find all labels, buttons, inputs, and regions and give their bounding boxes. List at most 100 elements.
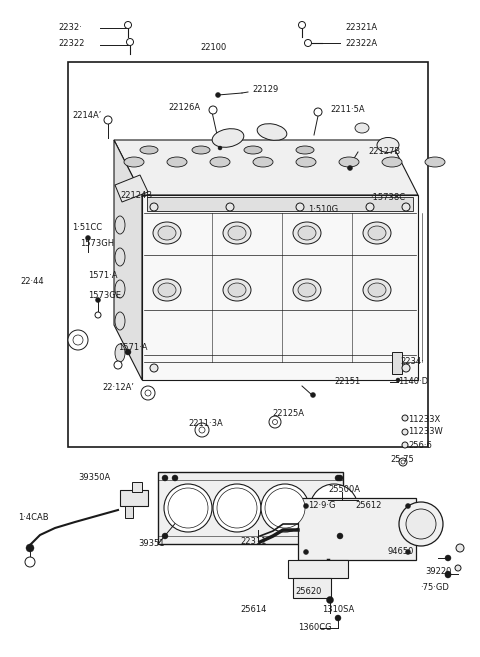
Circle shape — [402, 429, 408, 435]
Circle shape — [162, 475, 168, 481]
Text: 1360CG: 1360CG — [298, 623, 332, 633]
Circle shape — [168, 488, 208, 528]
Text: ·75·GD: ·75·GD — [420, 583, 449, 591]
Ellipse shape — [115, 344, 125, 362]
Ellipse shape — [382, 157, 402, 167]
Bar — [392, 352, 402, 374]
Ellipse shape — [212, 129, 244, 147]
Circle shape — [217, 488, 257, 528]
Circle shape — [85, 235, 91, 240]
Circle shape — [445, 555, 451, 561]
Circle shape — [402, 442, 408, 448]
Text: 22321A: 22321A — [345, 24, 377, 32]
Circle shape — [209, 106, 217, 114]
Bar — [68, 62, 428, 447]
Ellipse shape — [363, 222, 391, 244]
Text: 22127B: 22127B — [368, 148, 400, 156]
Ellipse shape — [153, 222, 181, 244]
Circle shape — [213, 484, 261, 532]
Text: 256·6: 256·6 — [408, 440, 432, 449]
Text: 12·9·G: 12·9·G — [308, 501, 336, 509]
Ellipse shape — [140, 146, 158, 154]
Bar — [158, 472, 343, 544]
Polygon shape — [115, 175, 148, 202]
Circle shape — [337, 533, 343, 539]
Ellipse shape — [293, 279, 321, 301]
Circle shape — [150, 364, 158, 372]
Text: 22100: 22100 — [200, 43, 226, 53]
Circle shape — [406, 503, 410, 509]
Ellipse shape — [223, 222, 251, 244]
Text: 25612: 25612 — [355, 501, 382, 509]
Circle shape — [455, 565, 461, 571]
Text: 1·510G: 1·510G — [308, 206, 338, 214]
Circle shape — [399, 502, 443, 546]
Text: 11233X: 11233X — [408, 415, 440, 424]
Polygon shape — [114, 140, 142, 380]
Text: 39220: 39220 — [425, 568, 451, 576]
Text: 25500A: 25500A — [328, 486, 360, 495]
Bar — [147, 197, 413, 211]
Circle shape — [406, 509, 436, 539]
Circle shape — [310, 484, 358, 532]
Ellipse shape — [167, 157, 187, 167]
Text: 25614: 25614 — [240, 606, 266, 614]
Circle shape — [164, 484, 212, 532]
Ellipse shape — [339, 157, 359, 167]
Text: 22126A: 22126A — [168, 104, 200, 112]
Text: 39351: 39351 — [138, 539, 165, 549]
Ellipse shape — [298, 283, 316, 297]
Circle shape — [335, 615, 341, 621]
Circle shape — [261, 484, 309, 532]
Bar — [125, 506, 133, 518]
Bar — [298, 498, 416, 560]
Bar — [132, 482, 142, 492]
Text: 1140·D: 1140·D — [398, 378, 428, 386]
Circle shape — [104, 116, 112, 124]
Circle shape — [26, 544, 34, 552]
Text: 1571·A: 1571·A — [118, 344, 147, 353]
Text: 22322A: 22322A — [345, 39, 377, 49]
Text: 1573GE: 1573GE — [88, 290, 121, 300]
Text: ·15738C: ·15738C — [370, 194, 405, 202]
Circle shape — [296, 203, 304, 211]
Text: 2232·: 2232· — [58, 24, 82, 32]
Ellipse shape — [368, 283, 386, 297]
Ellipse shape — [115, 248, 125, 266]
Ellipse shape — [228, 283, 246, 297]
Circle shape — [73, 335, 83, 345]
Circle shape — [145, 390, 151, 396]
Ellipse shape — [124, 157, 144, 167]
Text: 1573GH: 1573GH — [80, 240, 114, 248]
Circle shape — [141, 386, 155, 400]
Text: 1·51CC: 1·51CC — [72, 223, 102, 233]
Text: 25·75: 25·75 — [390, 455, 414, 464]
Ellipse shape — [296, 146, 314, 154]
Circle shape — [124, 22, 132, 28]
Text: 22311: 22311 — [240, 537, 266, 547]
Circle shape — [150, 203, 158, 211]
Text: 25620: 25620 — [295, 587, 322, 597]
Ellipse shape — [425, 157, 445, 167]
Circle shape — [337, 475, 343, 481]
Circle shape — [399, 458, 407, 466]
Text: 22151: 22151 — [334, 378, 360, 386]
Bar — [288, 560, 348, 578]
Circle shape — [406, 549, 410, 555]
Text: 1310SA: 1310SA — [322, 606, 354, 614]
Circle shape — [273, 420, 277, 424]
Text: 22·44: 22·44 — [20, 277, 44, 286]
Circle shape — [269, 416, 281, 428]
Circle shape — [226, 203, 234, 211]
Circle shape — [402, 364, 410, 372]
Ellipse shape — [368, 226, 386, 240]
Circle shape — [96, 298, 100, 302]
Ellipse shape — [115, 216, 125, 234]
Ellipse shape — [298, 226, 316, 240]
Circle shape — [401, 460, 405, 464]
Ellipse shape — [158, 226, 176, 240]
Circle shape — [335, 475, 341, 481]
Text: 2211·3A: 2211·3A — [188, 420, 223, 428]
Circle shape — [314, 108, 322, 116]
Circle shape — [303, 549, 309, 555]
